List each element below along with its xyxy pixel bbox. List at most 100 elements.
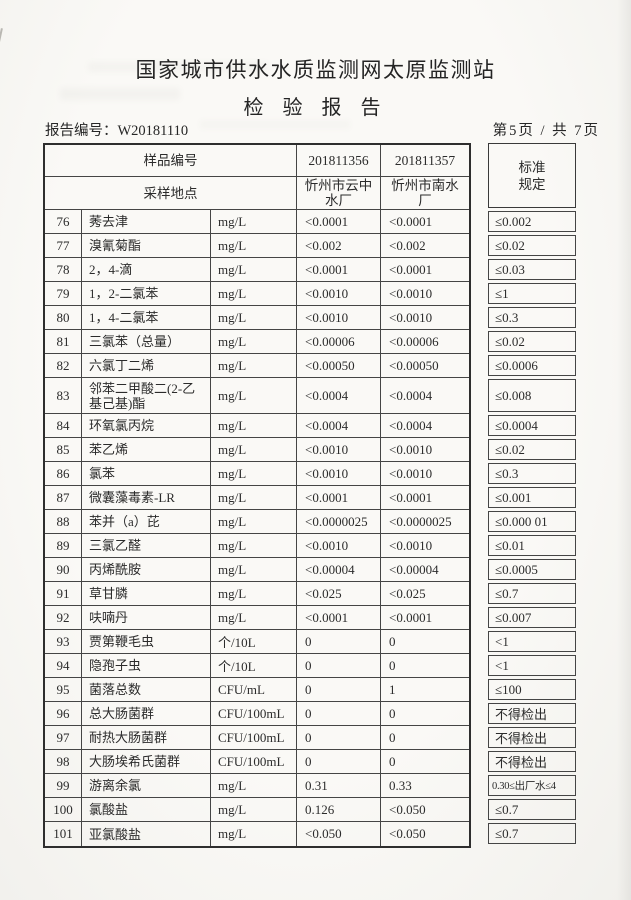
row-number-cell: 82 bbox=[45, 354, 82, 377]
scan-bleedthrough-artifact bbox=[88, 62, 268, 72]
row-number-cell: 95 bbox=[45, 678, 82, 701]
row-number-cell: 79 bbox=[45, 282, 82, 305]
row-number-cell: 98 bbox=[45, 750, 82, 773]
report-title: 检 验 报 告 bbox=[243, 97, 388, 119]
unit-cell: mg/L bbox=[211, 438, 297, 461]
sample2-id-cell: 201811357 bbox=[394, 153, 456, 168]
table-row: 80 1，4-二氯苯 mg/L <0.0010 <0.0010 bbox=[45, 306, 469, 330]
table-row: 95 菌落总数 CFU/mL 0 1 bbox=[45, 678, 469, 702]
parameter-name-cell: 2，4-滴 bbox=[82, 258, 211, 281]
sample2-value-cell: <0.0010 bbox=[389, 537, 433, 553]
table-row: 101 亚氯酸盐 mg/L <0.050 <0.050 bbox=[45, 822, 469, 846]
sample1-value-cell: <0.0010 bbox=[297, 438, 381, 461]
results-table-wrap: 样品编号 201811356 201811357 采样地点 忻州市云中水厂 忻州… bbox=[43, 143, 576, 848]
sample2-value-cell: <0.025 bbox=[389, 585, 426, 601]
table-row: 85 苯乙烯 mg/L <0.0010 <0.0010 bbox=[45, 438, 469, 462]
location-label-cell: 采样地点 bbox=[45, 177, 297, 209]
standard-limit-cell: 不得检出 bbox=[488, 751, 576, 772]
unit-cell: mg/L bbox=[211, 258, 297, 281]
table-row: 100 氯酸盐 mg/L 0.126 <0.050 bbox=[45, 798, 469, 822]
standard-limit-cell: ≤0.7 bbox=[488, 583, 576, 604]
standard-limit-cell: ≤0.008 bbox=[488, 379, 576, 412]
sample2-value-cell: 0 bbox=[389, 753, 396, 769]
sample1-value-cell: 0 bbox=[297, 630, 381, 653]
standard-limit-cell: ≤0.0004 bbox=[488, 415, 576, 436]
standard-limit-cell: ≤0.007 bbox=[488, 607, 576, 628]
sample2-value-cell: <0.002 bbox=[389, 237, 426, 253]
unit-cell: mg/L bbox=[211, 378, 297, 413]
sample1-value-cell: 0 bbox=[297, 654, 381, 677]
sample1-value-cell: <0.0001 bbox=[297, 210, 381, 233]
parameter-name-cell: 环氧氯丙烷 bbox=[82, 414, 211, 437]
report-meta-row: 报告编号：W20181110 第5页 / 共 7页 bbox=[45, 119, 600, 140]
sample1-value-cell: 0 bbox=[297, 750, 381, 773]
sample2-value-cell: <0.0004 bbox=[389, 417, 433, 433]
standard-limit-cell: ≤0.02 bbox=[488, 235, 576, 256]
row-number-cell: 96 bbox=[45, 702, 82, 725]
unit-cell: mg/L bbox=[211, 606, 297, 629]
row-number-cell: 94 bbox=[45, 654, 82, 677]
sample2-value-cell: <0.050 bbox=[389, 826, 426, 841]
standard-limit-cell: ≤0.03 bbox=[488, 259, 576, 280]
sample2-value-cell: <0.0010 bbox=[389, 465, 433, 481]
row-number-cell: 78 bbox=[45, 258, 82, 281]
table-row: 89 三氯乙醛 mg/L <0.0010 <0.0010 bbox=[45, 534, 469, 558]
sample2-value-cell: <0.00050 bbox=[389, 357, 439, 373]
unit-cell: CFU/100mL bbox=[211, 702, 297, 725]
unit-cell: mg/L bbox=[211, 414, 297, 437]
sample2-value-cell: <0.00006 bbox=[389, 333, 439, 349]
sample1-id-cell: 201811356 bbox=[297, 145, 381, 176]
table-row: 83 邻苯二甲酸二(2-乙基己基)酯 mg/L <0.0004 <0.0004 bbox=[45, 378, 469, 414]
parameter-name-cell: 六氯丁二烯 bbox=[82, 354, 211, 377]
sample2-value-cell: <0.0001 bbox=[389, 609, 433, 625]
row-number-cell: 99 bbox=[45, 774, 82, 797]
page-indicator: 第5页 / 共 7页 bbox=[492, 123, 600, 139]
table-row: 76 莠去津 mg/L <0.0001 <0.0001 bbox=[45, 210, 469, 234]
sample2-value-cell: <0.050 bbox=[389, 801, 426, 817]
table-row: 99 游离余氯 mg/L 0.31 0.33 bbox=[45, 774, 469, 798]
parameter-name-cell: 草甘膦 bbox=[82, 582, 211, 605]
table-row: 88 苯并（a）芘 mg/L <0.0000025 <0.0000025 bbox=[45, 510, 469, 534]
sample1-value-cell: <0.0001 bbox=[297, 258, 381, 281]
standard-limit-cell: ≤0.001 bbox=[488, 487, 576, 508]
sample2-value-cell: <0.0001 bbox=[389, 213, 433, 229]
standard-limit-cell: ≤0.3 bbox=[488, 307, 576, 328]
unit-cell: mg/L bbox=[211, 798, 297, 821]
row-number-cell: 88 bbox=[45, 510, 82, 533]
sample2-value-cell: 0 bbox=[389, 729, 396, 745]
unit-cell: mg/L bbox=[211, 282, 297, 305]
row-number-cell: 87 bbox=[45, 486, 82, 509]
parameter-name-cell: 邻苯二甲酸二(2-乙基己基)酯 bbox=[82, 378, 211, 413]
report-number-label: 报告编号： bbox=[45, 123, 118, 139]
station-title: 国家城市供水水质监测网太原监测站 bbox=[135, 58, 496, 82]
table-row: 77 溴氰菊酯 mg/L <0.002 <0.002 bbox=[45, 234, 469, 258]
standard-cells: ≤0.002 ≤0.02 ≤0.03 ≤1 ≤0.3 ≤0.02 ≤0.0006 ≤0.008… bbox=[488, 211, 576, 844]
standard-limit-cell: ≤0.0006 bbox=[488, 355, 576, 376]
unit-cell: mg/L bbox=[211, 486, 297, 509]
table-row: 98 大肠埃希氏菌群 CFU/100mL 0 0 bbox=[45, 750, 469, 774]
unit-cell: mg/L bbox=[211, 306, 297, 329]
unit-cell: mg/L bbox=[211, 534, 297, 557]
row-number-cell: 76 bbox=[45, 210, 82, 233]
sample2-value-cell: 1 bbox=[389, 681, 396, 697]
sample1-location-cell: 忻州市云中水厂 bbox=[297, 177, 381, 209]
sample-id-header-row: 样品编号 201811356 201811357 bbox=[45, 145, 469, 177]
sample2-value-cell: 0.33 bbox=[389, 777, 412, 793]
sample2-value-cell: <0.00004 bbox=[389, 561, 439, 577]
parameter-name-cell: 苯并（a）芘 bbox=[82, 510, 211, 533]
table-row: 84 环氧氯丙烷 mg/L <0.0004 <0.0004 bbox=[45, 414, 469, 438]
sample2-value-cell: <0.0010 bbox=[389, 309, 433, 325]
sample1-value-cell: <0.025 bbox=[297, 582, 381, 605]
sample1-value-cell: <0.002 bbox=[297, 234, 381, 257]
sample2-value-cell: <0.0000025 bbox=[389, 513, 452, 529]
row-number-cell: 83 bbox=[45, 378, 82, 413]
unit-cell: mg/L bbox=[211, 558, 297, 581]
sample1-value-cell: 0 bbox=[297, 726, 381, 749]
scan-corner-artifact bbox=[0, 28, 3, 56]
parameter-name-cell: 总大肠菌群 bbox=[82, 702, 211, 725]
parameter-name-cell: 贾第鞭毛虫 bbox=[82, 630, 211, 653]
unit-cell: mg/L bbox=[211, 234, 297, 257]
parameter-name-cell: 菌落总数 bbox=[82, 678, 211, 701]
parameter-name-cell: 游离余氯 bbox=[82, 774, 211, 797]
standard-limit-cell: ≤0.7 bbox=[488, 823, 576, 844]
